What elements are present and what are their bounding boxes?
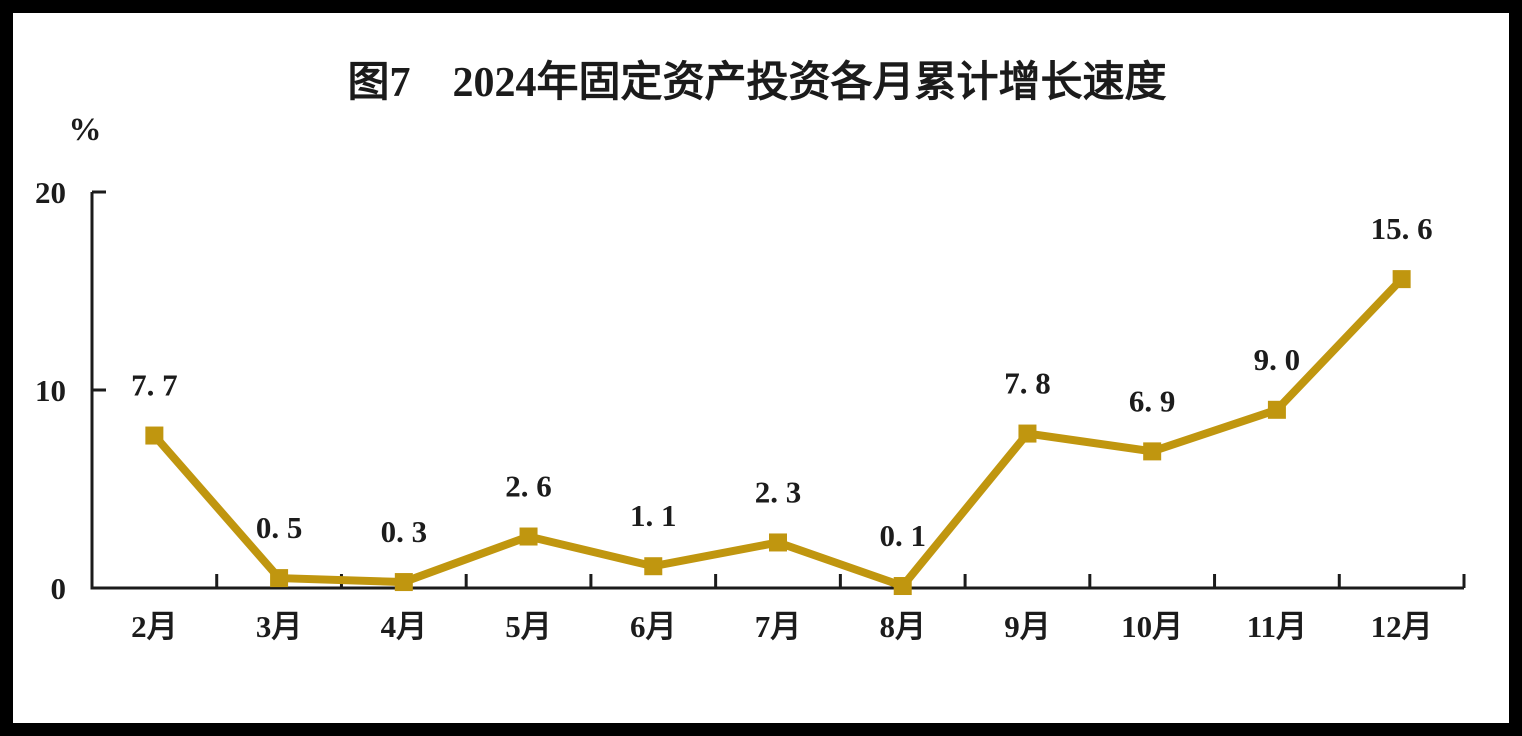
y-tick-label: 20 [35, 175, 66, 210]
axis-lines [90, 192, 1464, 590]
x-axis-label-12月: 12月 [1371, 609, 1433, 644]
data-point-label-12月: 15. 6 [1371, 211, 1433, 246]
line-chart: 图7 2024年固定资产投资各月累计增长速度 % 0 10 20 7. 7 0. 5 0… [35, 59, 1466, 644]
x-axis-label-3月: 3月 [256, 609, 303, 644]
data-point-marker-10月 [1143, 442, 1162, 461]
x-axis-label-10月: 10月 [1121, 609, 1183, 644]
y-axis-ticks: 0 10 20 [35, 175, 106, 606]
data-point-label-5月: 2. 6 [505, 469, 552, 504]
x-axis-label-5月: 5月 [505, 609, 552, 644]
data-point-marker-11月 [1267, 400, 1286, 419]
data-point-label-4月: 0. 3 [381, 514, 428, 549]
data-point-labels: 7. 7 0. 5 0. 3 2. 6 1. 1 2. 3 0. 1 7. 8 6. 9 9. 0… [131, 211, 1433, 553]
data-series [145, 270, 1411, 596]
data-point-marker-3月 [270, 569, 289, 588]
data-point-marker-2月 [145, 426, 164, 445]
data-point-label-10月: 6. 9 [1129, 383, 1176, 418]
data-point-label-3月: 0. 5 [256, 510, 303, 545]
data-point-label-11月: 9. 0 [1254, 342, 1301, 377]
data-point-label-2月: 7. 7 [131, 368, 178, 403]
chart-title: 图7 2024年固定资产投资各月累计增长速度 [347, 59, 1166, 106]
data-point-label-6月: 1. 1 [630, 498, 677, 533]
x-axis-label-7月: 7月 [755, 609, 802, 644]
y-tick-label: 0 [51, 571, 67, 606]
x-axis-label-9月: 9月 [1004, 609, 1051, 644]
data-point-marker-12月 [1392, 270, 1411, 289]
x-axis-label-11月: 11月 [1247, 609, 1307, 644]
x-axis-label-4月: 4月 [381, 609, 428, 644]
data-point-marker-5月 [519, 527, 538, 546]
data-point-marker-9月 [1018, 424, 1037, 443]
x-axis-label-6月: 6月 [630, 609, 677, 644]
data-point-marker-6月 [644, 557, 663, 576]
x-axis-label-8月: 8月 [879, 609, 926, 644]
data-point-marker-4月 [394, 573, 413, 592]
y-axis-unit-label: % [69, 112, 102, 148]
data-point-label-8月: 0. 1 [879, 518, 926, 553]
y-tick-label: 10 [35, 373, 66, 408]
x-axis-labels: 2月 3月 4月 5月 6月 7月 8月 9月 10月 11月 12月 [131, 609, 1433, 644]
axes [90, 192, 1464, 590]
data-point-marker-7月 [769, 533, 787, 552]
data-point-label-9月: 7. 8 [1004, 366, 1051, 401]
x-axis-label-2月: 2月 [131, 609, 178, 644]
data-point-label-7月: 2. 3 [755, 474, 802, 509]
data-point-marker-8月 [893, 577, 912, 596]
